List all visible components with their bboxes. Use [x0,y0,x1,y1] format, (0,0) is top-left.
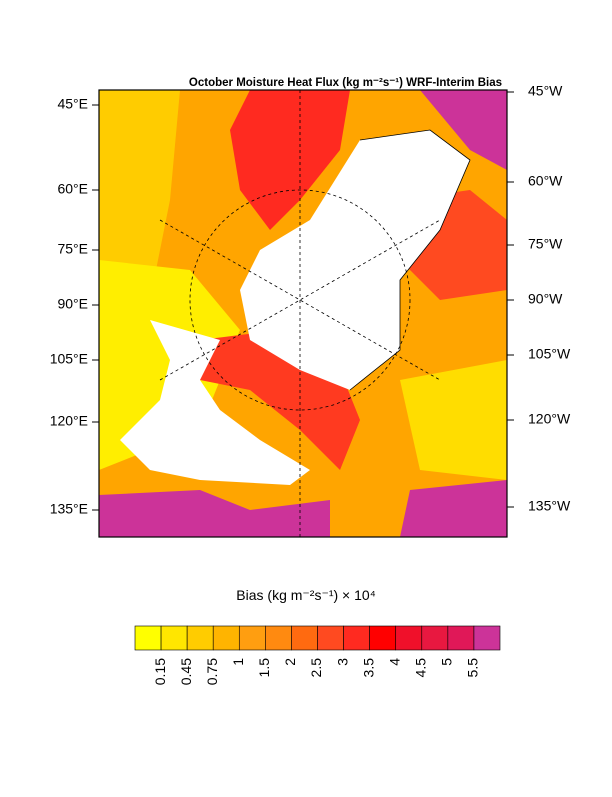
colorbar-box [160,625,188,651]
left-lat-label: 45°E [57,96,88,112]
colorbar-box [343,625,370,651]
colorbar-tick-label: 1 [230,658,246,666]
colorbar-box [395,625,423,651]
colorbar-box [421,625,449,651]
colorbar-label: Bias (kg m⁻²s⁻¹) × 10⁴ [236,587,375,603]
colorbar-box [134,625,162,651]
right-lat-label: 75°W [528,236,563,252]
colorbar-tick-label: 3.5 [360,658,376,678]
colorbar-tick-label: 2 [282,658,298,666]
colorbar-tick-label: 5 [439,658,455,666]
colorbar-tick-label: 4 [386,658,402,666]
colorbar-tick-label: 2.5 [308,658,324,678]
colorbar-box [369,625,397,651]
colorbar-box [238,625,266,651]
left-lat-label: 90°E [57,296,88,312]
right-lat-label: 90°W [528,291,563,307]
colorbar-box [212,625,240,651]
colorbar-box [473,625,501,651]
field-patch [400,360,507,480]
field-patch [420,90,507,170]
left-lat-label: 135°E [50,501,88,517]
colorbar-tick-label: 4.5 [412,658,428,678]
white-region [240,130,470,390]
coastline [349,129,471,391]
colorbar-box [186,625,214,651]
field-patch [400,480,507,537]
right-lat-label: 120°W [528,411,571,427]
white-region [120,320,310,485]
field-patch [230,90,350,230]
left-lat-label: 120°E [50,413,88,429]
left-lat-label: 75°E [57,241,88,257]
colorbar-box [291,625,318,651]
colorbar-box [265,625,292,651]
left-lat-label: 105°E [50,351,88,367]
colorbar-tick-label: 0.15 [152,658,168,685]
colorbar-tick-label: 3 [334,658,350,666]
colorbar-tick-label: 0.75 [204,658,220,685]
right-lat-label: 105°W [528,346,571,362]
field-patch [99,490,330,537]
map-title: October Moisture Heat Flux (kg m⁻²s⁻¹) W… [189,77,502,89]
colorbar-tick-label: 5.5 [465,658,481,678]
map-field [99,90,507,537]
right-lat-label: 60°W [528,173,563,189]
colorbar-tick-label: 1.5 [256,658,272,678]
right-lat-label: 45°W [528,83,563,99]
right-lat-label: 135°W [528,498,571,514]
colorbar-box [317,625,344,651]
map-frame [98,89,508,538]
graticule [159,90,441,537]
colorbar-box [447,625,475,651]
left-lat-label: 60°E [57,181,88,197]
colorbar-tick-label: 0.45 [178,658,194,685]
